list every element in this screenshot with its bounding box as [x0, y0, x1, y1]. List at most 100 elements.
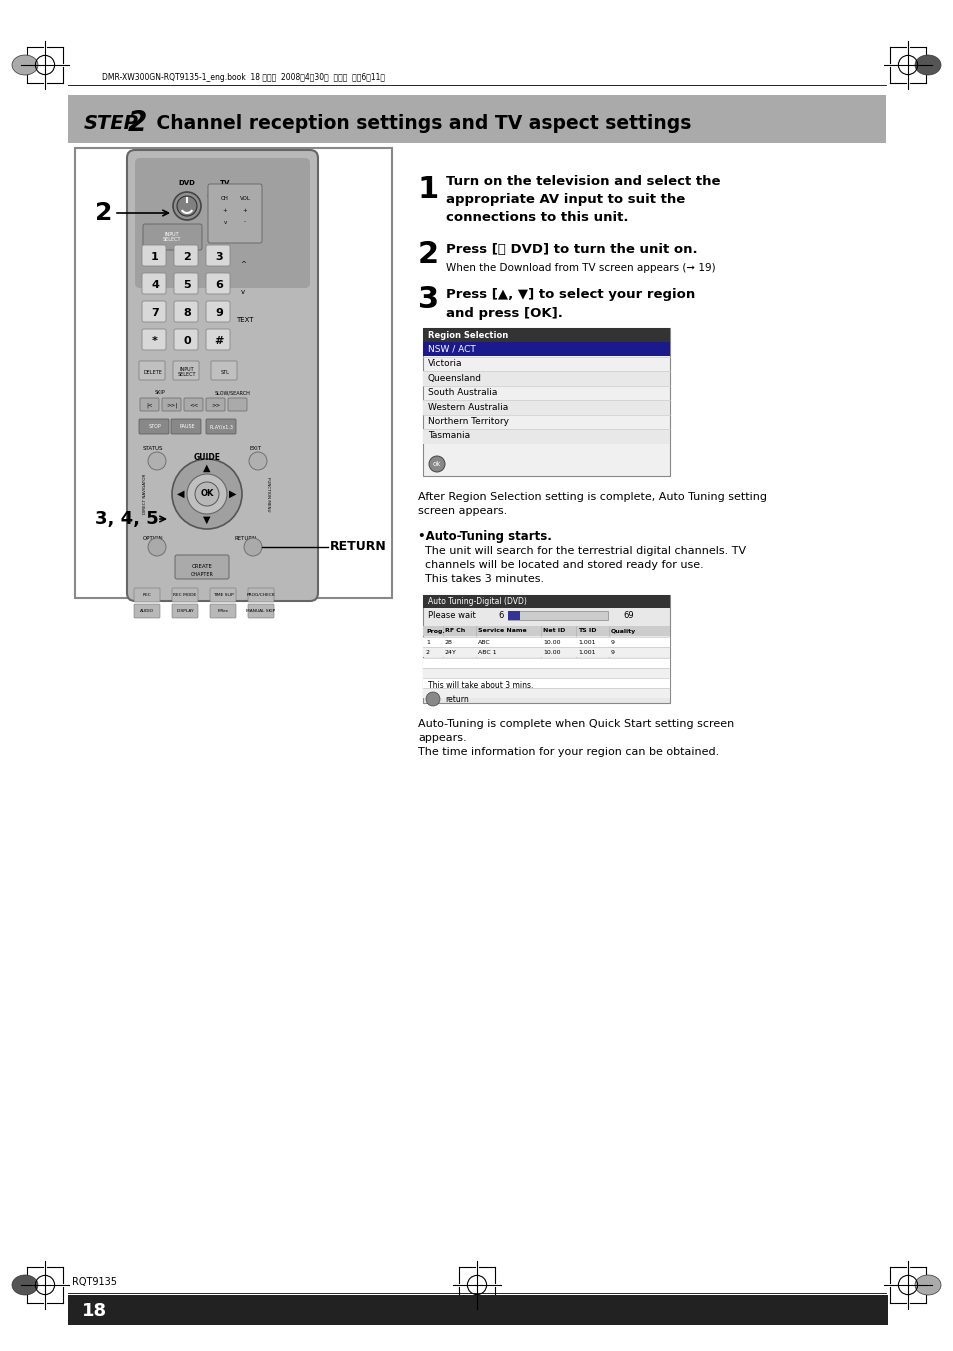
FancyBboxPatch shape	[173, 301, 198, 322]
Text: PAUSE: PAUSE	[179, 424, 194, 430]
Text: appropriate AV input to suit the: appropriate AV input to suit the	[446, 193, 684, 205]
Text: -: -	[244, 219, 246, 224]
FancyBboxPatch shape	[142, 301, 166, 322]
FancyBboxPatch shape	[171, 419, 201, 434]
Bar	[507, 611, 607, 620]
Bar	[422, 430, 669, 443]
Text: REC: REC	[143, 593, 152, 597]
Text: TV: TV	[219, 180, 230, 186]
FancyBboxPatch shape	[248, 588, 274, 603]
FancyBboxPatch shape	[142, 245, 166, 266]
Text: ABC 1: ABC 1	[477, 650, 497, 654]
FancyBboxPatch shape	[206, 273, 230, 295]
Text: ok: ok	[433, 461, 440, 467]
FancyBboxPatch shape	[248, 604, 274, 617]
Text: Quality: Quality	[610, 628, 636, 634]
Circle shape	[187, 474, 227, 513]
Text: Service Name: Service Name	[477, 628, 526, 634]
Circle shape	[177, 196, 196, 216]
Text: P.Rec: P.Rec	[217, 609, 229, 613]
Text: SLOW/SEARCH: SLOW/SEARCH	[214, 390, 251, 396]
Ellipse shape	[12, 55, 38, 76]
FancyBboxPatch shape	[140, 399, 159, 411]
Bar	[422, 328, 669, 342]
Text: 1.001: 1.001	[578, 650, 595, 654]
Text: RETURN: RETURN	[330, 540, 386, 554]
Text: 28: 28	[444, 639, 453, 644]
Text: 2: 2	[417, 240, 438, 269]
Text: *: *	[152, 336, 158, 346]
Bar	[68, 1296, 887, 1325]
Ellipse shape	[914, 1275, 940, 1296]
Text: RQT9135: RQT9135	[71, 1277, 117, 1288]
Text: 6: 6	[214, 280, 223, 290]
Circle shape	[172, 459, 242, 530]
Circle shape	[172, 192, 201, 220]
Text: <<: <<	[190, 403, 198, 408]
FancyBboxPatch shape	[127, 150, 317, 601]
FancyBboxPatch shape	[142, 273, 166, 295]
Text: 8: 8	[183, 308, 191, 317]
Text: INPUT
SELECT: INPUT SELECT	[163, 231, 181, 242]
Bar	[422, 688, 669, 698]
Text: 1: 1	[151, 253, 159, 262]
Text: TIME SLIP: TIME SLIP	[213, 593, 233, 597]
Text: DIRECT NAVIGATOR: DIRECT NAVIGATOR	[143, 474, 147, 515]
Bar	[422, 400, 669, 415]
Text: PROG/CHECK: PROG/CHECK	[247, 593, 275, 597]
Text: 2: 2	[128, 109, 147, 136]
Text: OPTION: OPTION	[143, 536, 164, 542]
Text: #: #	[214, 336, 223, 346]
Text: channels will be located and stored ready for use.: channels will be located and stored read…	[417, 561, 703, 570]
FancyBboxPatch shape	[211, 361, 236, 380]
Text: 5: 5	[183, 280, 191, 290]
Text: RETURN: RETURN	[234, 536, 257, 542]
FancyBboxPatch shape	[173, 245, 198, 266]
Bar	[75, 149, 392, 598]
Bar	[422, 626, 669, 636]
FancyBboxPatch shape	[135, 158, 310, 288]
Text: |<: |<	[147, 403, 153, 408]
Text: CHAPTER: CHAPTER	[191, 573, 213, 577]
Text: SKIP: SKIP	[154, 390, 166, 396]
Bar	[422, 667, 669, 678]
Ellipse shape	[12, 1275, 38, 1296]
Text: RF Ch: RF Ch	[444, 628, 465, 634]
Text: 3: 3	[215, 253, 223, 262]
Text: 3, 4, 5: 3, 4, 5	[95, 509, 158, 528]
Bar	[422, 594, 669, 703]
Text: ◀: ◀	[177, 489, 185, 499]
Text: •Auto-Tuning starts.: •Auto-Tuning starts.	[417, 530, 551, 543]
Text: DVD: DVD	[178, 180, 195, 186]
Text: ▶: ▶	[229, 489, 236, 499]
Circle shape	[426, 692, 439, 707]
Circle shape	[148, 538, 166, 557]
Text: 1.001: 1.001	[578, 639, 595, 644]
FancyBboxPatch shape	[206, 245, 230, 266]
FancyBboxPatch shape	[162, 399, 181, 411]
FancyBboxPatch shape	[173, 273, 198, 295]
Text: Net ID: Net ID	[542, 628, 565, 634]
FancyBboxPatch shape	[206, 301, 230, 322]
FancyBboxPatch shape	[133, 604, 160, 617]
Text: INPUT
SELECT: INPUT SELECT	[177, 367, 196, 377]
Text: appears.: appears.	[417, 734, 466, 743]
Text: STATUS: STATUS	[143, 446, 163, 451]
Text: >>|: >>|	[166, 403, 177, 408]
Text: 69: 69	[622, 612, 633, 620]
Text: The unit will search for the terrestrial digital channels. TV: The unit will search for the terrestrial…	[417, 546, 745, 557]
Text: Queensland: Queensland	[428, 373, 481, 382]
Text: 4: 4	[151, 280, 159, 290]
FancyBboxPatch shape	[210, 604, 235, 617]
FancyBboxPatch shape	[172, 588, 198, 603]
Circle shape	[223, 189, 236, 203]
Text: 7: 7	[151, 308, 159, 317]
Text: DELETE: DELETE	[143, 370, 162, 374]
Text: v: v	[241, 289, 245, 295]
Text: and press [OK].: and press [OK].	[446, 307, 562, 320]
Bar	[422, 638, 669, 647]
FancyBboxPatch shape	[173, 330, 198, 350]
Text: Please wait: Please wait	[428, 612, 476, 620]
Text: CREATE: CREATE	[192, 565, 213, 570]
Text: CH: CH	[221, 196, 229, 200]
